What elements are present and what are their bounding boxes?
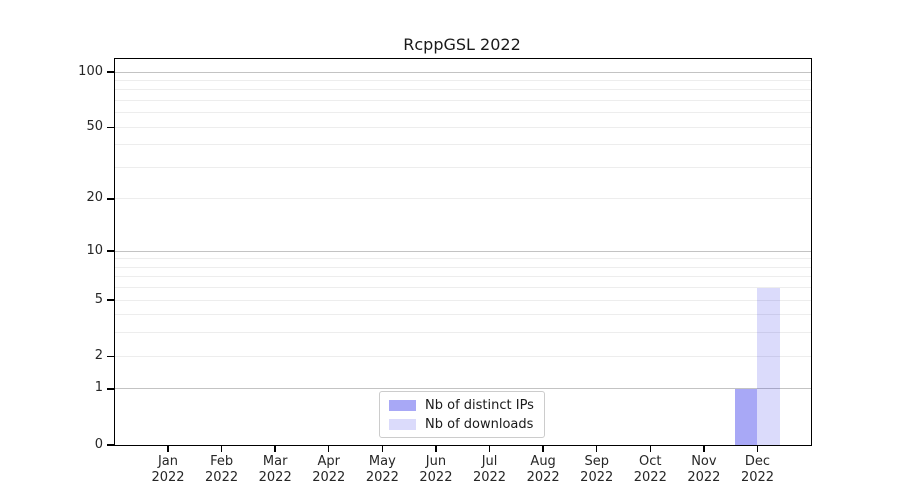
x-axis-tick-label-line: 2022 — [633, 470, 667, 485]
y-axis-tick — [107, 250, 114, 252]
x-axis-tick-label-line: Dec — [744, 454, 771, 469]
x-axis-tick — [756, 445, 759, 452]
gridline-major — [115, 250, 811, 252]
y-axis-tick — [107, 444, 114, 446]
x-axis-tick-label-line: Feb — [210, 454, 234, 469]
x-axis-tick-label-line: Oct — [639, 454, 662, 469]
legend-label-downloads: Nb of downloads — [425, 416, 534, 432]
gridline-minor — [115, 126, 811, 128]
x-axis-tick — [328, 445, 330, 452]
gridline-major — [115, 388, 811, 390]
y-axis-tick-label: 100 — [78, 63, 103, 79]
x-axis-tick-label-line: Aug — [530, 454, 556, 469]
gridline-major — [115, 71, 811, 73]
legend-label-distinct-ips: Nb of distinct IPs — [425, 397, 534, 413]
x-axis-tick — [649, 445, 651, 452]
legend-item-downloads: Nb of downloads — [389, 416, 535, 432]
y-axis-tick-label: 2 — [94, 347, 103, 363]
x-axis-tick-label: Mar 2022 — [243, 454, 307, 486]
x-axis-tick — [703, 445, 705, 452]
gridline-minor — [115, 299, 811, 301]
y-axis-tick-label: 10 — [86, 242, 103, 258]
x-axis-tick-label-line: Nov — [691, 454, 717, 469]
x-axis-tick-label-line: 2022 — [312, 470, 346, 485]
y-axis-tick — [107, 126, 114, 128]
x-axis-tick — [435, 445, 437, 452]
x-axis-tick-label: Sep 2022 — [565, 454, 629, 486]
x-axis-tick-label-line: May — [368, 454, 396, 469]
gridline-minor — [115, 258, 811, 260]
x-axis-tick-label-line: 2022 — [258, 470, 292, 485]
x-axis-tick-label-line: 2022 — [740, 470, 775, 485]
x-axis-tick-label-line: Sep — [584, 454, 609, 469]
x-axis-tick — [167, 445, 169, 452]
x-axis-tick-label-line: Jan — [157, 454, 179, 469]
x-axis-tick — [274, 445, 276, 452]
gridline-minor — [115, 144, 811, 146]
gridline-minor — [115, 266, 811, 268]
y-axis-tick-label: 1 — [94, 380, 103, 396]
gridline-minor — [115, 99, 811, 101]
x-axis-tick-label-line: 2022 — [205, 470, 239, 485]
gridline-minor — [115, 166, 811, 168]
y-axis-tick — [107, 388, 114, 390]
legend-item-distinct-ips: Nb of distinct IPs — [389, 397, 535, 413]
gridline-minor — [115, 79, 811, 81]
gridline-minor — [115, 198, 811, 200]
bar-downloads — [757, 287, 780, 445]
x-axis-tick-label: May 2022 — [350, 454, 414, 486]
legend-swatch-distinct-ips — [389, 399, 416, 411]
x-axis-tick-label-line: 2022 — [472, 470, 507, 485]
x-axis-tick — [488, 445, 491, 452]
gridline-minor — [115, 287, 811, 289]
x-axis-tick-label-line: Mar — [262, 454, 288, 469]
x-axis-tick-label-line: Apr — [317, 454, 341, 469]
gridline-minor — [115, 89, 811, 91]
y-axis-tick — [107, 355, 114, 357]
gridline-minor — [115, 314, 811, 316]
x-axis-tick-label-line: 2022 — [365, 470, 399, 485]
x-axis-tick-label: Dec 2022 — [725, 454, 789, 486]
x-axis-tick-label: Feb 2022 — [190, 454, 254, 486]
y-axis-tick-label: 50 — [86, 118, 103, 134]
x-axis-tick-label-line: 2022 — [687, 470, 721, 485]
x-axis-tick-label-line: 2022 — [419, 470, 453, 485]
x-axis-tick — [542, 445, 544, 452]
bar-distinct-ips — [734, 388, 758, 445]
x-axis-tick — [220, 445, 223, 452]
x-axis-tick-label: Jul 2022 — [458, 454, 522, 486]
gridline-minor — [115, 112, 811, 114]
y-axis-tick-label: 5 — [94, 291, 103, 307]
gridline-minor — [115, 332, 811, 334]
x-axis-tick-label-line: Jun — [425, 454, 447, 469]
plot-area: 0 1 2 5 10 20 50 100 Jan 2022 Feb 2022 Mar 2022 Apr 202… — [78, 58, 812, 485]
gridline-minor — [115, 276, 811, 278]
x-axis-tick-label: Aug 2022 — [511, 454, 575, 486]
x-axis-tick-label-line: Jul — [481, 454, 498, 469]
x-axis-tick-label: Apr 2022 — [297, 454, 361, 486]
x-axis-tick-label-line: 2022 — [151, 470, 185, 485]
legend-swatch-downloads — [389, 418, 416, 430]
y-axis-tick — [107, 71, 114, 73]
gridline-minor — [115, 355, 811, 357]
legend: Nb of distinct IPs Nb of downloads — [379, 391, 545, 438]
x-axis-tick-label: Jan 2022 — [136, 454, 200, 486]
y-axis-tick-label: 20 — [86, 190, 103, 206]
x-axis-tick-label-line: 2022 — [580, 470, 614, 485]
x-axis-tick-label: Nov 2022 — [672, 454, 736, 486]
y-axis-tick-label: 0 — [94, 436, 103, 452]
x-axis-tick — [381, 445, 384, 452]
y-axis-tick — [107, 198, 114, 200]
chart-title: RcppGSL 2022 — [403, 35, 521, 54]
x-axis-tick-label: Oct 2022 — [618, 454, 682, 486]
x-axis-tick — [596, 445, 598, 452]
x-axis-tick-label-line: 2022 — [526, 470, 560, 485]
x-axis-tick-label: Jun 2022 — [404, 454, 468, 486]
y-axis-tick — [107, 299, 114, 301]
